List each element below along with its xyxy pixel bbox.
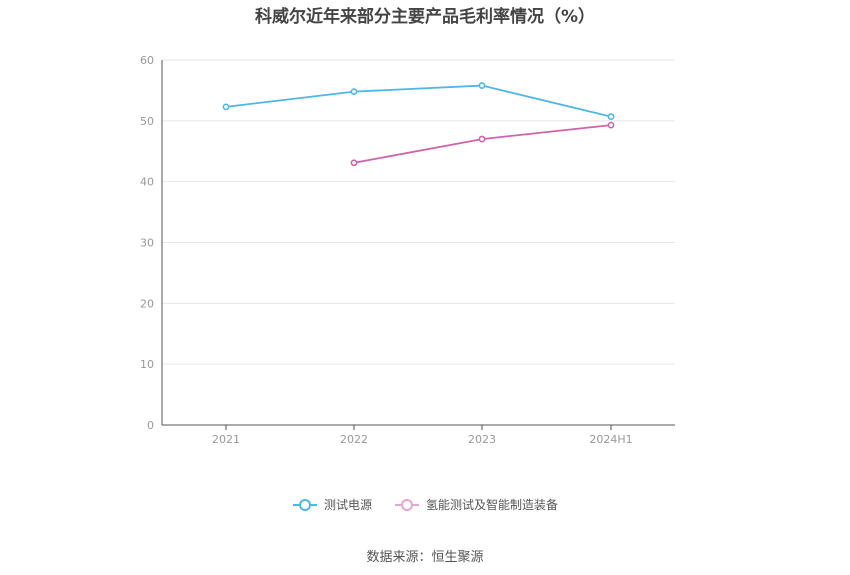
y-tick-label: 40	[140, 176, 154, 189]
x-tick-label: 2023	[468, 433, 496, 446]
data-point-series-2	[607, 121, 615, 129]
legend-item-series-2[interactable]: 氢能测试及智能制造装备	[394, 496, 558, 513]
data-point-series-1	[222, 103, 230, 111]
legend-label-series-1: 测试电源	[323, 498, 372, 512]
legend-label-series-2: 氢能测试及智能制造装备	[426, 498, 559, 512]
y-tick-label: 10	[140, 358, 154, 371]
y-tick-label: 60	[140, 54, 154, 67]
data-point-series-2	[350, 159, 358, 167]
series-line-2	[353, 124, 612, 164]
y-tick-label: 0	[147, 419, 154, 432]
axes: 0 10 20 30 40 50 60 2021 2022 2023 2024H1	[140, 54, 675, 446]
data-point-series-1	[350, 88, 358, 96]
legend-marker-series-2	[395, 498, 419, 511]
series-lines	[222, 82, 615, 167]
y-tick-label: 30	[140, 237, 154, 250]
x-tick-label: 2021	[212, 433, 240, 446]
data-point-series-1	[607, 113, 615, 120]
legend-item-series-1[interactable]: 测试电源	[292, 496, 372, 513]
legend-marker-series-1	[292, 498, 317, 511]
x-tick-label: 2022	[340, 433, 368, 446]
data-point-series-1	[478, 82, 486, 89]
data-point-series-2	[478, 135, 486, 143]
y-tick-label: 20	[140, 297, 154, 310]
chart-title: 科威尔近年来部分主要产品毛利率情况（%）	[254, 7, 596, 27]
grid-lines	[162, 59, 675, 365]
series-line-1	[225, 84, 612, 118]
x-tick-label: 2024H1	[589, 433, 632, 446]
legend: 测试电源 氢能测试及智能制造装备	[0, 496, 850, 513]
data-source: 数据来源：恒生聚源	[366, 550, 484, 565]
y-tick-label: 50	[140, 115, 154, 128]
